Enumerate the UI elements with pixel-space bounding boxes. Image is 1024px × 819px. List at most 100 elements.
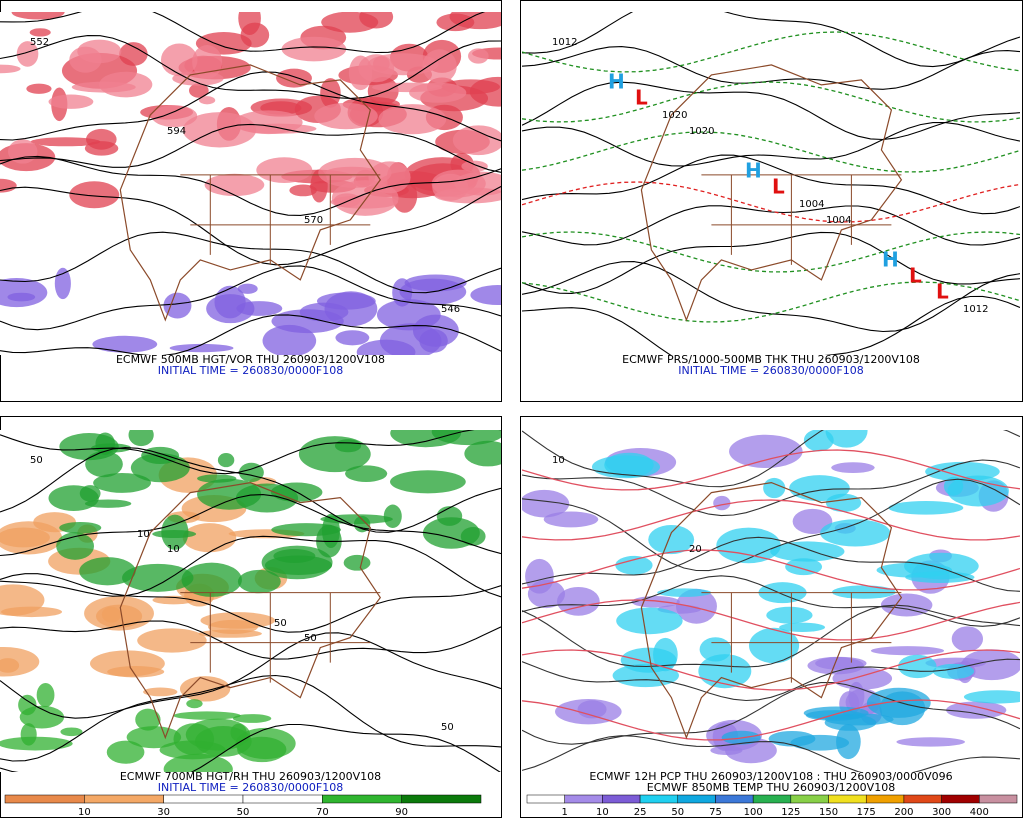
shaded-field	[106, 740, 145, 764]
shaded-field	[236, 301, 283, 316]
shaded-field	[763, 477, 786, 499]
contour	[522, 261, 1020, 333]
shaded-field	[161, 514, 189, 550]
colorbar-label: 100	[744, 807, 763, 818]
shaded-field	[320, 514, 393, 524]
shaded-field	[335, 330, 370, 346]
shaded-field	[951, 626, 984, 652]
shaded-field	[0, 736, 73, 751]
contour	[0, 620, 501, 660]
contour-label: 1012	[552, 37, 577, 48]
contour	[522, 459, 1020, 517]
colorbar-swatch	[715, 794, 754, 804]
colorbar-swatch	[677, 794, 716, 804]
colorbar-swatch	[322, 794, 402, 804]
shaded-field	[820, 519, 891, 547]
contour	[0, 265, 501, 331]
contour	[0, 723, 501, 772]
thickness-contour	[522, 599, 1020, 641]
shaded-field	[59, 433, 119, 461]
thickness-contour	[522, 281, 1020, 323]
shaded-field	[870, 646, 945, 656]
map-caption: ECMWF 850MB TEMP THU 260903/1200V108	[647, 781, 895, 794]
shaded-field	[390, 470, 466, 494]
shaded-field	[48, 485, 99, 512]
shaded-field	[240, 22, 270, 48]
shaded-field	[947, 475, 1009, 507]
contour-label: 1020	[662, 110, 687, 121]
shaded-field	[367, 53, 439, 76]
shaded-field	[101, 606, 122, 623]
shaded-field	[126, 726, 182, 749]
colorbar-swatch	[4, 794, 85, 804]
shaded-field	[169, 343, 234, 353]
shaded-field	[128, 430, 154, 447]
contour	[522, 478, 1020, 572]
shaded-field	[163, 292, 192, 319]
shaded-field	[237, 736, 287, 763]
contour-label: 20	[689, 544, 702, 555]
shaded-field	[0, 527, 50, 548]
contour	[522, 575, 1020, 627]
map	[0, 430, 501, 772]
shaded-field	[179, 676, 231, 702]
colorbar-swatch	[865, 794, 905, 804]
contour	[0, 632, 501, 719]
colorbar-swatch	[163, 794, 244, 804]
shaded-field	[832, 585, 896, 599]
shaded-field	[961, 649, 1020, 681]
shaded-field	[768, 730, 816, 747]
colorbar-label: 50	[671, 807, 684, 818]
shaded-field	[543, 511, 599, 528]
shaded-field	[320, 78, 341, 108]
shaded-field	[59, 521, 102, 534]
pressure-center: H	[608, 70, 625, 94]
shaded-field	[237, 569, 281, 594]
shaded-field	[173, 723, 215, 756]
shaded-field	[143, 687, 178, 697]
thickness-contour	[522, 549, 1020, 591]
pressure-center: H	[882, 248, 899, 272]
shaded-field	[896, 737, 965, 747]
map-caption: ECMWF 700MB HGT/RH THU 260903/1200V108	[120, 770, 381, 783]
shaded-field	[151, 105, 198, 128]
shaded-field	[648, 525, 695, 555]
shaded-field	[54, 267, 71, 300]
shaded-field	[334, 439, 362, 453]
shaded-field	[77, 39, 122, 64]
shaded-field	[181, 562, 242, 597]
shaded-field	[898, 654, 937, 679]
shaded-field	[135, 708, 161, 731]
thickness-contour	[522, 131, 1020, 173]
shaded-field	[372, 82, 443, 93]
map	[0, 12, 501, 355]
shaded-field	[789, 475, 850, 502]
shaded-field	[93, 473, 151, 493]
contour	[0, 123, 501, 173]
colorbar-label: 125	[781, 807, 800, 818]
shaded-field	[527, 579, 566, 609]
shaded-field	[807, 656, 864, 675]
map-caption: ECMWF PRS/1000-500MB THK THU 260903/1200…	[622, 353, 920, 366]
contour-label: 594	[167, 126, 186, 137]
coastline	[640, 481, 903, 740]
shaded-field	[16, 41, 39, 67]
contour	[522, 536, 1020, 592]
shaded-field	[200, 612, 276, 629]
shaded-field	[89, 650, 165, 677]
shaded-field	[99, 71, 153, 98]
thickness-contour	[522, 699, 1020, 741]
shaded-field	[234, 110, 303, 135]
shaded-field	[825, 493, 862, 513]
contour	[0, 71, 501, 142]
shaded-field	[616, 607, 683, 635]
colorbar-swatch	[564, 794, 603, 804]
shaded-field	[698, 654, 752, 689]
thickness-contour	[522, 449, 1020, 491]
shaded-field	[770, 541, 845, 562]
pressure-center: L	[635, 86, 648, 110]
thickness-contour	[522, 649, 1020, 691]
shaded-field	[26, 83, 52, 94]
contour	[0, 573, 501, 633]
